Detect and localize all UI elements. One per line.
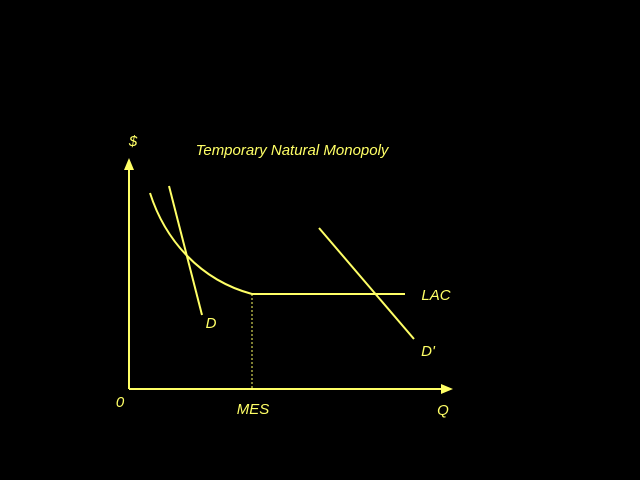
mes-label: MES — [237, 401, 270, 418]
lac-label: LAC — [421, 287, 450, 304]
demand-d — [168, 185, 203, 316]
y-axis-label: $ — [128, 133, 138, 150]
x-axis-arrow — [441, 384, 453, 394]
d-prime-label: D' — [421, 343, 436, 360]
x-axis-label: Q — [437, 402, 449, 419]
d-label: D — [206, 315, 217, 332]
demand-d-prime — [318, 227, 415, 340]
title: Temporary Natural Monopoly — [196, 142, 390, 159]
lac-curve — [149, 192, 405, 295]
origin-label: 0 — [116, 394, 125, 411]
y-axis-arrow — [124, 158, 134, 170]
